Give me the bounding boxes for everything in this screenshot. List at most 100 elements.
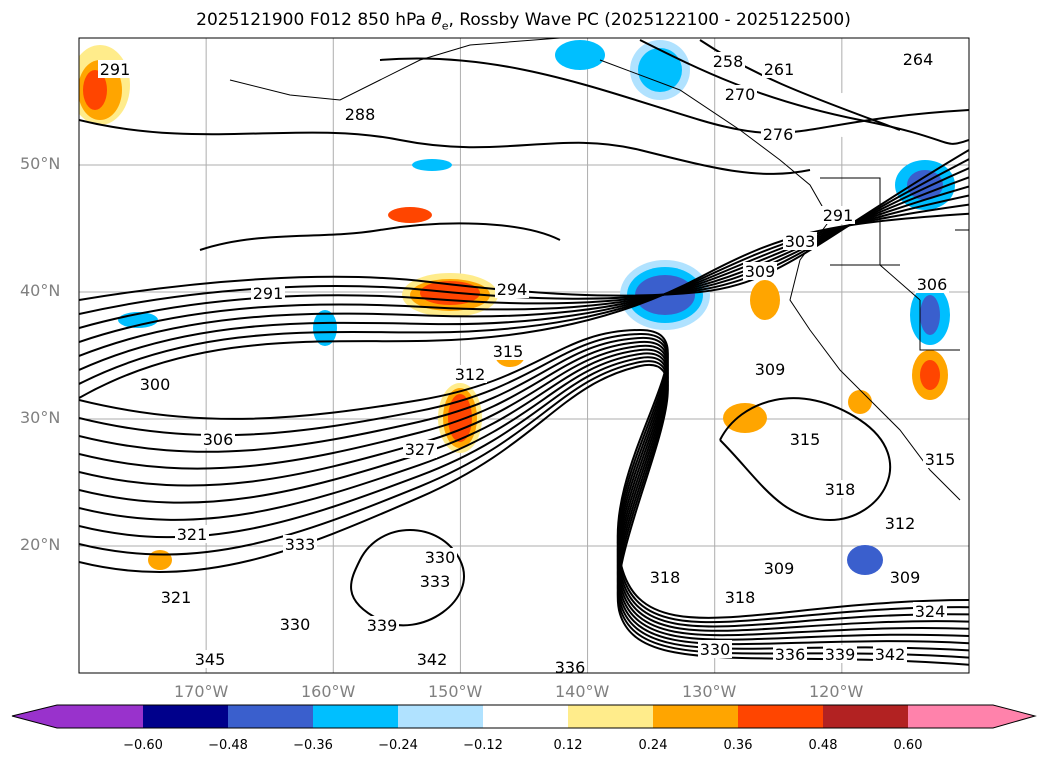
anomaly-region	[388, 207, 432, 223]
anomaly-region	[750, 280, 780, 320]
colorbar-tick: 0.24	[638, 738, 668, 753]
contour-label: 258	[713, 52, 744, 71]
contour-line	[79, 360, 969, 659]
lon-tick: 150°W	[428, 682, 483, 701]
colorbar-tick: 0.36	[723, 738, 753, 753]
contour-label: 315	[493, 342, 524, 361]
contour-label: 261	[764, 60, 795, 79]
contour-label: 312	[455, 365, 486, 384]
anomaly-region	[848, 390, 872, 414]
colorbar-bin	[313, 705, 398, 728]
contour-label-bg	[403, 440, 437, 458]
contour-line	[199, 222, 561, 251]
contour-label-bg	[495, 280, 529, 298]
contour-label-bg	[773, 645, 807, 663]
contour-label: 264	[903, 50, 934, 69]
colorbar-extend-high	[993, 705, 1035, 728]
contour-label-bg	[423, 548, 457, 566]
contour-label-bg	[251, 284, 285, 302]
contour-label-bg	[901, 50, 935, 68]
contour-line	[79, 176, 969, 343]
contour-label: 333	[285, 535, 316, 554]
contour-label-bg	[138, 375, 172, 393]
contour-line	[79, 352, 969, 646]
colorbar-outline	[11, 704, 1037, 729]
contour-label-bg	[762, 559, 796, 577]
contour-label-bg	[648, 568, 682, 586]
colorbar-tick: −0.24	[378, 738, 418, 753]
contour-line	[79, 212, 969, 399]
contour-label: 318	[650, 568, 681, 587]
coastline-alaska	[229, 38, 961, 501]
anomaly-region	[313, 310, 337, 346]
lat-tick: 40°N	[20, 281, 61, 300]
colorbar-bin	[398, 705, 483, 728]
contour-label-bg	[283, 535, 317, 553]
contour-label: 336	[555, 658, 586, 677]
lon-tick: 120°W	[809, 682, 864, 701]
colorbar-tick: 0.48	[808, 738, 838, 753]
colorbar-tick: −0.12	[463, 738, 503, 753]
contour-label: 342	[875, 645, 906, 664]
contour-label: 309	[745, 262, 776, 281]
lon-tick: 170°W	[174, 682, 229, 701]
contour-label-bg	[175, 525, 209, 543]
colorbar-tick: −0.48	[208, 738, 248, 753]
contour-label: 291	[100, 60, 131, 79]
contour-label-bg	[98, 60, 132, 78]
contour-label-bg	[761, 125, 795, 143]
anomaly-region	[412, 159, 452, 171]
map-frame	[78, 37, 970, 674]
contour-line	[79, 149, 969, 301]
contour-label-bg	[923, 450, 957, 468]
contour-label: 342	[417, 650, 448, 669]
lon-tick: 130°W	[682, 682, 737, 701]
contour-label: 321	[177, 525, 208, 544]
contour-label-bg	[343, 105, 377, 123]
contour-line	[79, 363, 969, 666]
colorbar	[11, 704, 1037, 729]
contour-label-bg	[762, 60, 796, 78]
contour-line	[350, 529, 465, 627]
contour-label: 327	[405, 440, 436, 459]
colorbar-bin	[908, 705, 993, 728]
colorbar-bin	[738, 705, 823, 728]
anomaly-region	[148, 550, 172, 570]
lat-tick: 20°N	[20, 535, 61, 554]
coastline	[229, 38, 969, 501]
colorbar-bin	[483, 705, 568, 728]
contour-label: 276	[763, 125, 794, 144]
contour-line	[79, 336, 969, 628]
contour-label: 300	[140, 375, 171, 394]
contour-line	[79, 167, 969, 329]
contour-label: 309	[890, 568, 921, 587]
contour-label: 339	[825, 645, 856, 664]
contour-label-bg	[711, 52, 745, 70]
contour-label: 318	[725, 588, 756, 607]
lon-tick: 160°W	[301, 682, 356, 701]
contour-label-bg	[278, 615, 312, 633]
anomaly-region	[920, 360, 940, 390]
state-borders	[820, 177, 969, 351]
lat-tick: 50°N	[20, 154, 61, 173]
colorbar-tick: −0.60	[123, 738, 163, 753]
colorbar-tick: 0.60	[893, 738, 923, 753]
colorbar-bin	[143, 705, 228, 728]
contour-label-bg	[193, 650, 227, 668]
contour-label: 324	[915, 602, 946, 621]
contour-line	[639, 39, 969, 145]
chart-title: 2025121900 F012 850 hPa θe, Rossby Wave …	[196, 10, 851, 33]
contour-label-bg	[913, 602, 947, 620]
anomaly-region	[920, 295, 940, 335]
colorbar-bin	[228, 705, 313, 728]
contour-label: 345	[195, 650, 226, 669]
contour-label: 333	[420, 572, 451, 591]
contour-label: 312	[885, 514, 916, 533]
contour-label: 309	[764, 559, 795, 578]
contour-label: 303	[785, 232, 816, 251]
contour-line	[719, 397, 892, 522]
contour-label: 315	[925, 450, 956, 469]
contour-line	[79, 348, 969, 641]
colorbar-bin	[568, 705, 653, 728]
